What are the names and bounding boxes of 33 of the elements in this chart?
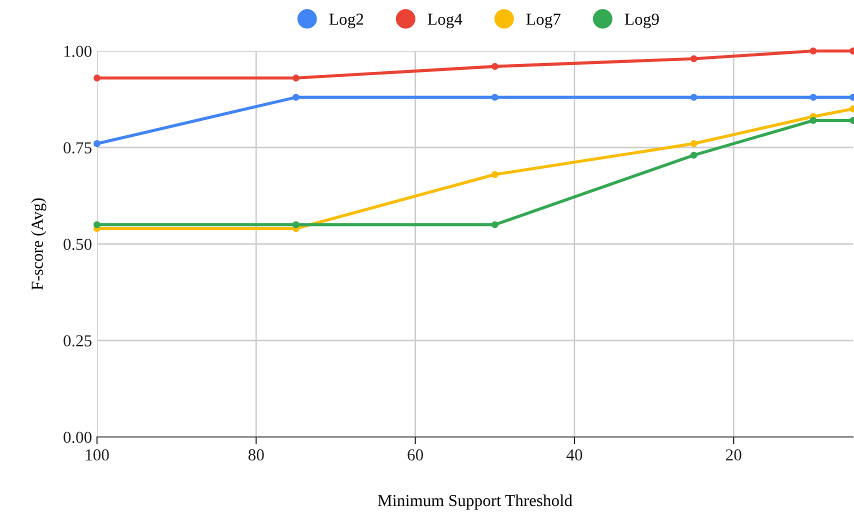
y-tick-label: 1.00 xyxy=(64,46,92,58)
point xyxy=(690,94,698,101)
y-tick-label: 0.00 xyxy=(64,432,92,444)
y-tick-label: 0.50 xyxy=(64,238,92,250)
x-axis-title: Minimum Support Threshold xyxy=(378,494,572,510)
legend-label: Log2 xyxy=(329,14,364,28)
point xyxy=(810,117,817,124)
point xyxy=(690,140,698,148)
point xyxy=(491,94,498,101)
legend-label: Log4 xyxy=(428,14,462,28)
x-tick-label: 40 xyxy=(566,449,582,461)
legend-label: Log9 xyxy=(624,14,659,28)
point xyxy=(690,152,698,159)
point xyxy=(810,94,817,101)
point xyxy=(292,74,300,82)
x-tick-label: 20 xyxy=(726,449,742,461)
point xyxy=(94,74,100,82)
point xyxy=(491,171,498,178)
y-tick-label: 0.25 xyxy=(64,335,92,347)
x-tick-label: 60 xyxy=(408,449,424,461)
point xyxy=(491,62,498,70)
y-tick-label: 0.75 xyxy=(64,142,92,154)
point xyxy=(690,55,698,62)
x-tick-label: 80 xyxy=(248,449,264,461)
legend-label: Log7 xyxy=(526,14,561,28)
point xyxy=(292,221,300,228)
y-axis-title: F-score (Avg) xyxy=(31,198,46,290)
point xyxy=(491,221,498,228)
point xyxy=(94,140,100,148)
point xyxy=(292,94,300,101)
x-tick-label: 100 xyxy=(86,449,109,461)
point xyxy=(94,221,100,228)
point xyxy=(810,48,817,54)
